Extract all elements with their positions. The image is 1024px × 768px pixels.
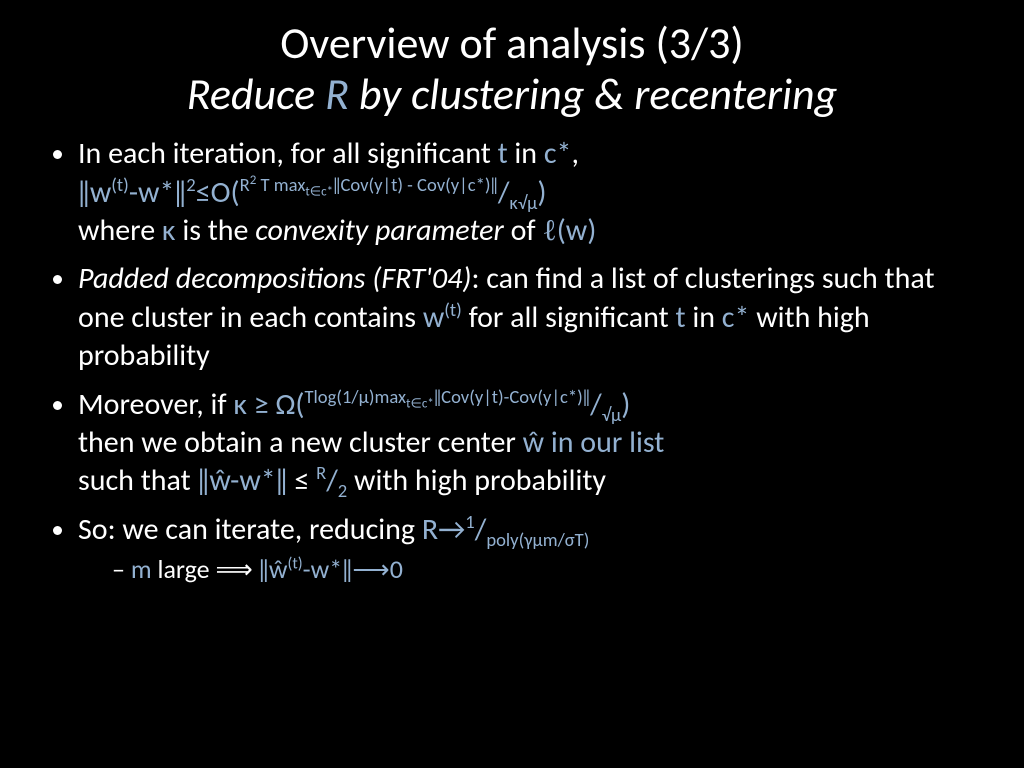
b1-cstar: c* <box>544 135 572 172</box>
b1-w: (w) <box>557 212 597 249</box>
b1-convexity: convexity parameter <box>255 212 504 249</box>
b1-exp-cov: ‖Cov(y|t) - Cov(y|c*)‖ <box>333 173 498 196</box>
b3-text-3: such that <box>78 462 197 499</box>
b2-wt: w(t) <box>423 299 462 336</box>
b3-what: ŵ <box>523 424 544 461</box>
b3-slash2: / <box>326 462 338 499</box>
bullet-3: Moreover, if κ ≥ Ω(Tlog(1/μ)maxt∈c*‖Cov(… <box>78 386 980 501</box>
b3-exp-sub: t∈c* <box>406 396 434 411</box>
b3-text-4: with high probability <box>347 462 606 499</box>
b1-denom: κ√μ <box>509 191 537 214</box>
s1-zero: 0 <box>390 553 403 585</box>
b1-exp-T: T max <box>256 173 305 196</box>
s1-arrow: ⟶ <box>352 553 389 585</box>
b3-two: 2 <box>338 479 347 502</box>
b2-padded: Padded decompositions (FRT'04) <box>78 260 471 297</box>
slide: Overview of analysis (3/3) Reduce R by c… <box>0 0 1024 587</box>
b1-t: t <box>498 135 508 172</box>
bullet-1: In each iteration, for all significant t… <box>78 135 980 250</box>
b3-text-1: Moreover, if <box>78 386 233 423</box>
bullet-list: In each iteration, for all significant t… <box>44 135 980 587</box>
b1-sq: 2 <box>186 173 195 196</box>
b2-text-2: for all significant <box>462 299 676 336</box>
b3-exp-main: Tlog(1/μ)max <box>304 385 406 408</box>
b3-close: ) <box>621 386 630 423</box>
s1-implies: ⟹ <box>215 553 252 585</box>
b4-slash: / <box>475 511 487 548</box>
b1-leO: ≤O( <box>196 174 240 211</box>
b4-R: R <box>422 511 438 548</box>
title-line-1: Overview of analysis (3/3) <box>44 18 980 69</box>
b1-close: ) <box>537 174 546 211</box>
b1-text-2: in <box>508 135 544 172</box>
b1-sup-t: (t) <box>111 173 129 196</box>
b1-norm-open: ‖w <box>78 174 111 211</box>
s1-large: large <box>152 553 216 585</box>
b1-norm: ‖w(t)-w*‖2 <box>78 174 196 211</box>
b2-sup-t: (t) <box>444 298 462 321</box>
slide-title: Overview of analysis (3/3) Reduce R by c… <box>44 18 980 119</box>
b1-exp: R2 T maxt∈c*‖Cov(y|t) - Cov(y|c*)‖ <box>240 173 498 196</box>
b1-slash: / <box>498 174 510 211</box>
b3-inour: in our list <box>544 424 664 461</box>
title-rest: by clustering & recentering <box>349 67 837 121</box>
b3-text-2: then we obtain a new cluster center <box>78 424 523 461</box>
sub-list: m large ⟹ ‖ŵ(t)-w*‖⟶0 <box>78 553 980 587</box>
b1-exp-sub: t∈c* <box>305 184 333 199</box>
b4-denom: poly(γμm/σT) <box>486 528 589 551</box>
b4-arrow: → <box>438 511 465 548</box>
title-reduce: Reduce <box>187 67 325 121</box>
b2-cstar: c* <box>722 299 750 336</box>
s1-sup-t: (t) <box>287 554 302 573</box>
b1-norm-mid: -w*‖ <box>129 174 186 211</box>
b2-w: w <box>423 299 444 336</box>
b1-text-1: In each iteration, for all significant <box>78 135 498 172</box>
bullet-4: So: we can iterate, reducing R→1/poly(γμ… <box>78 511 980 587</box>
b4-one: 1 <box>465 510 474 533</box>
b3-le: ≤ <box>288 462 317 499</box>
b2-t: t <box>675 299 685 336</box>
b1-of: of <box>504 212 543 249</box>
s1-norm: ‖ŵ(t)-w*‖ <box>253 553 353 585</box>
b3-R: R <box>316 461 326 484</box>
title-R: R <box>325 67 349 121</box>
b1-where: where <box>78 212 162 249</box>
b3-exp: Tlog(1/μ)maxt∈c*‖Cov(y|t)-Cov(y|c*)‖ <box>304 385 590 408</box>
b3-norm: ‖ŵ-w*‖ <box>197 462 287 499</box>
s1-m: m <box>131 553 152 585</box>
b3-denom: √μ <box>602 403 621 426</box>
b4-text-1: So: we can iterate, reducing <box>78 511 422 548</box>
bullet-2: Padded decompositions (FRT'04): can find… <box>78 260 980 375</box>
b3-exp-cov: ‖Cov(y|t)-Cov(y|c*)‖ <box>434 385 590 408</box>
b1-ell: ℓ <box>542 214 556 247</box>
b1-isthe: is the <box>176 212 256 249</box>
b3-ge: ≥ Ω( <box>247 386 305 423</box>
b1-kappa: κ <box>162 212 176 249</box>
s1-norm-mid: -w*‖ <box>303 553 353 585</box>
s1-norm-open: ‖ŵ <box>253 553 288 585</box>
sub-bullet-1: m large ⟹ ‖ŵ(t)-w*‖⟶0 <box>112 553 980 587</box>
title-line-2: Reduce R by clustering & recentering <box>44 69 980 120</box>
b1-comma: , <box>571 135 579 172</box>
b1-exp-R: R <box>240 173 250 196</box>
b2-text-3: in <box>686 299 722 336</box>
b3-slash: / <box>590 386 602 423</box>
b3-kappa: κ <box>233 386 247 423</box>
